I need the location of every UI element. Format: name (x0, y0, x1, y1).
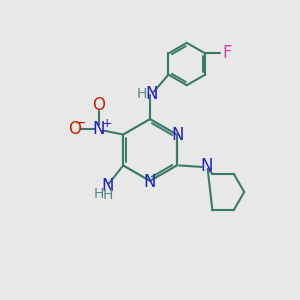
Text: H: H (93, 187, 104, 201)
Text: N: N (102, 177, 114, 195)
Text: N: N (145, 85, 158, 103)
Text: H: H (136, 87, 147, 101)
Text: O: O (68, 120, 81, 138)
Text: H: H (103, 188, 113, 202)
Text: +: + (102, 117, 112, 130)
Text: O: O (93, 96, 106, 114)
Text: N: N (171, 125, 184, 143)
Text: N: N (144, 172, 156, 190)
Text: N: N (93, 120, 105, 138)
Text: F: F (223, 44, 232, 62)
Text: N: N (200, 157, 212, 175)
Text: −: − (75, 116, 87, 130)
